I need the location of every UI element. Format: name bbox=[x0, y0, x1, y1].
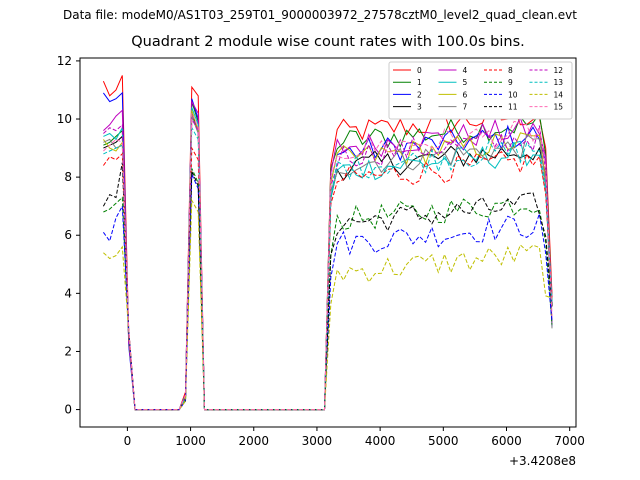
series-group bbox=[102, 75, 553, 411]
x-tick-label: 0 bbox=[124, 434, 132, 448]
x-tick-label: 5000 bbox=[428, 434, 459, 448]
legend-label-9: 9 bbox=[508, 78, 513, 87]
y-tick-label: 0 bbox=[64, 403, 72, 417]
legend-box bbox=[388, 61, 573, 120]
axes-frame bbox=[79, 57, 577, 428]
y-tick-label: 12 bbox=[57, 54, 72, 68]
series-line-10 bbox=[102, 173, 553, 411]
series-line-6 bbox=[102, 110, 553, 411]
legend-label-5: 5 bbox=[463, 78, 468, 87]
x-offset-label: +3.4208e8 bbox=[509, 454, 576, 468]
y-tick-label: 6 bbox=[64, 228, 72, 242]
legend-label-13: 13 bbox=[554, 78, 564, 87]
legend-label-7: 7 bbox=[463, 103, 468, 112]
series-line-0 bbox=[102, 75, 553, 411]
legend-label-15: 15 bbox=[554, 103, 564, 112]
legend-label-14: 14 bbox=[554, 90, 564, 99]
figure-suptitle: Data file: modeM0/AS1T03_259T01_90000039… bbox=[63, 8, 577, 22]
x-tick-label: 6000 bbox=[491, 434, 522, 448]
chart-title: Quadrant 2 module wise count rates with … bbox=[131, 34, 525, 50]
legend-label-8: 8 bbox=[508, 66, 513, 75]
legend-label-1: 1 bbox=[417, 78, 422, 87]
legend-label-6: 6 bbox=[463, 90, 468, 99]
legend-label-3: 3 bbox=[417, 103, 422, 112]
x-tick-label: 4000 bbox=[365, 434, 396, 448]
series-line-15 bbox=[103, 112, 553, 411]
y-tick-label: 2 bbox=[64, 344, 72, 358]
x-tick-label: 7000 bbox=[554, 434, 585, 448]
y-tick-label: 10 bbox=[57, 112, 72, 126]
legend-label-11: 11 bbox=[508, 103, 518, 112]
series-line-7 bbox=[103, 115, 553, 411]
x-tick-label: 1000 bbox=[175, 434, 206, 448]
legend-label-2: 2 bbox=[417, 90, 422, 99]
legend-label-4: 4 bbox=[463, 66, 468, 75]
series-line-12 bbox=[103, 117, 553, 411]
legend-label-10: 10 bbox=[508, 90, 518, 99]
legend-label-0: 0 bbox=[417, 66, 422, 75]
x-tick-label: 3000 bbox=[302, 434, 333, 448]
x-tick-label: 2000 bbox=[238, 434, 269, 448]
y-tick-label: 4 bbox=[64, 286, 72, 300]
legend-label-12: 12 bbox=[554, 66, 564, 75]
y-tick-label: 8 bbox=[64, 170, 72, 184]
